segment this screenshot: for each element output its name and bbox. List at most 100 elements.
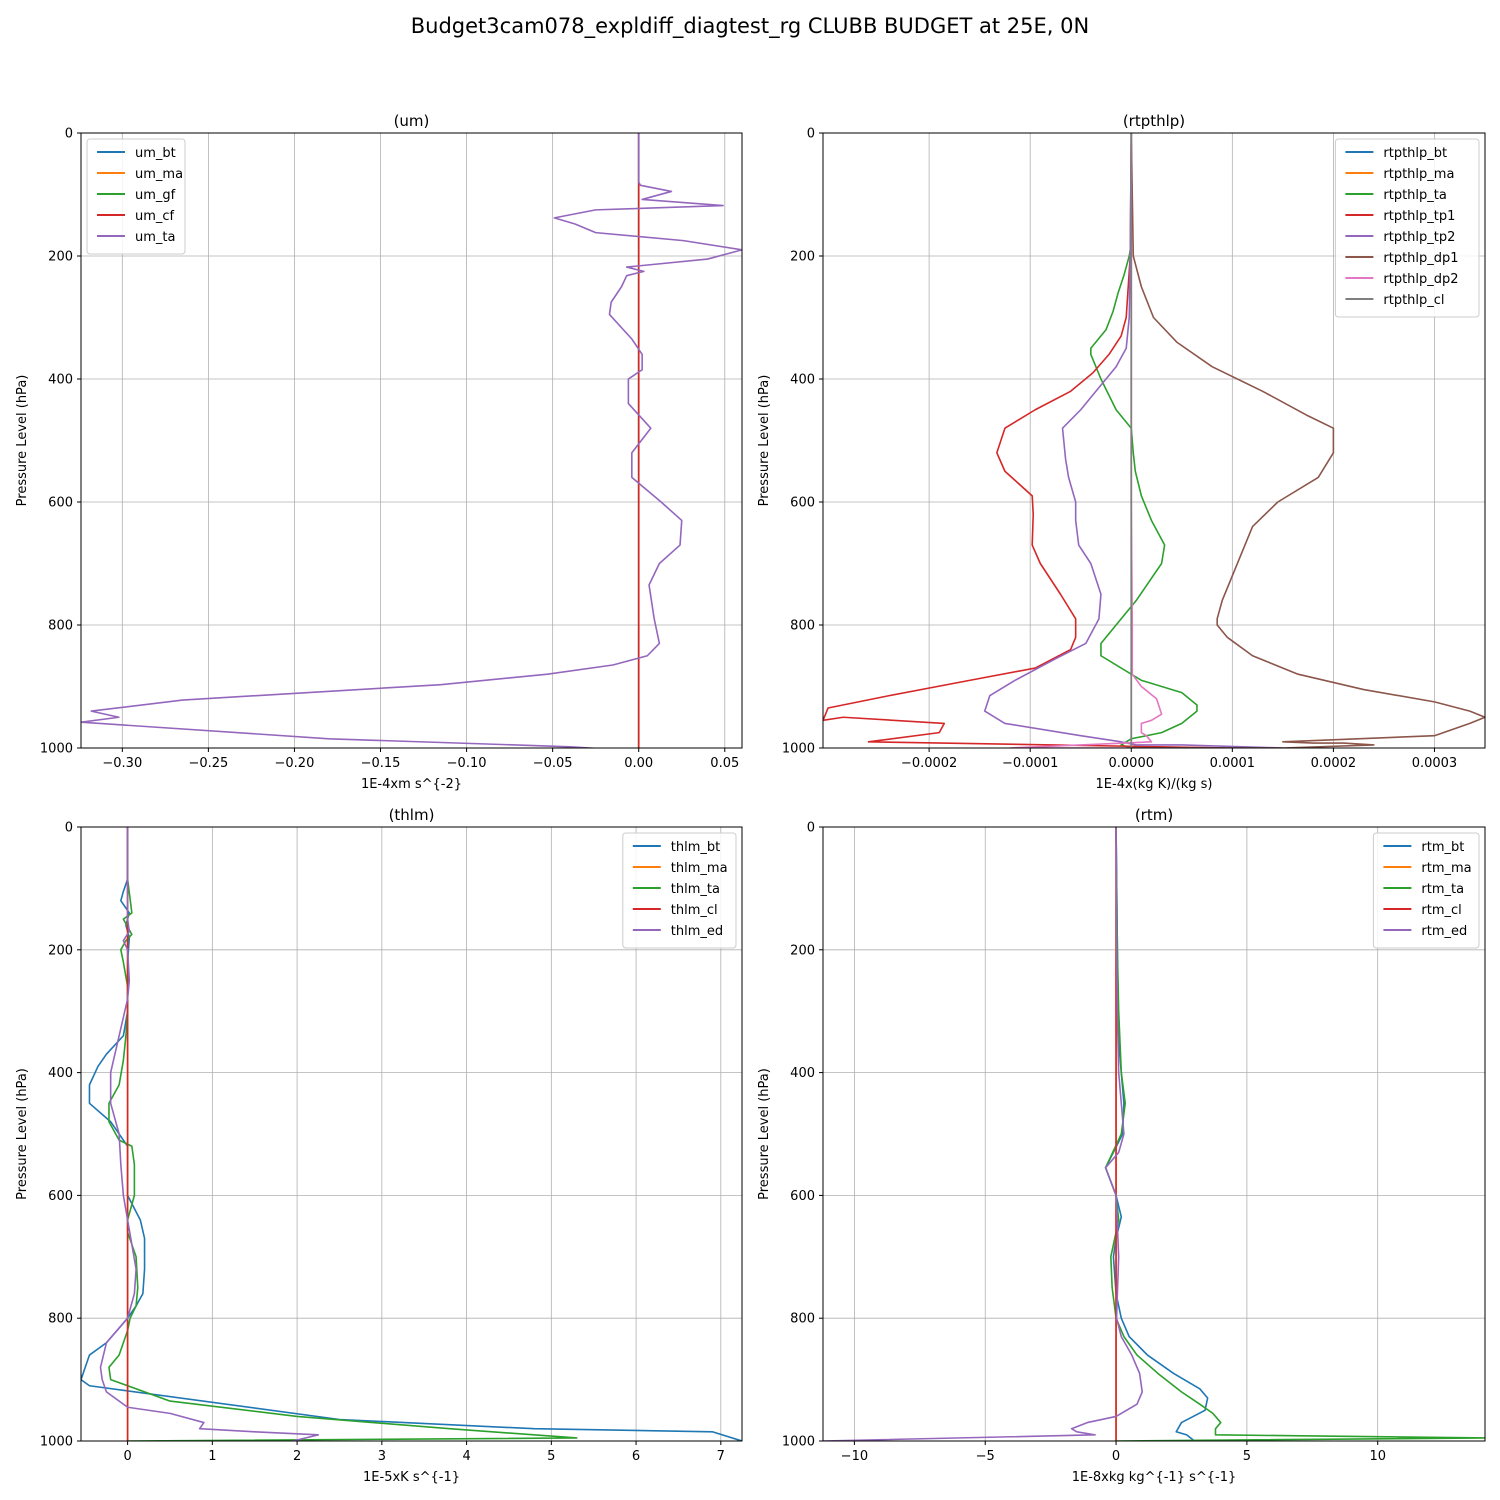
x-tick-label: 6 (632, 1449, 640, 1464)
y-tick-label: 800 (48, 619, 73, 634)
legend: rtpthlp_bt rtpthlp_ma rtpthlp_ta rtpthlp_tp… (1334, 138, 1480, 318)
chart-panel-2: −0.0002 −0.0001 0.0000 0.0001 0.0002 0.0003 0 2… (757, 112, 1486, 792)
y-tick-label: 200 (790, 943, 815, 958)
x-tick-label: 10 (1369, 1449, 1386, 1464)
series-line-thlm_ed (99, 827, 320, 1441)
x-tick-label: −0.0002 (901, 756, 957, 771)
legend-label-rtpthlp_dp1: rtpthlp_dp1 (1383, 251, 1458, 266)
chart-panel-3: 0 1 2 3 4 5 6 7 0 200 400 600 800 1000 (thlm) 1E-5xK s^… (15, 806, 743, 1485)
y-tick-label: 600 (790, 1189, 815, 1204)
y-tick-label: 1000 (782, 742, 815, 757)
legend-label-rtm_ta: rtm_ta (1421, 882, 1464, 897)
y-axis-label: Pressure Level (hPa) (15, 1068, 30, 1200)
legend-label-thlm_bt: thlm_bt (671, 840, 720, 855)
x-axis-label: 1E-4xm s^{-2} (361, 777, 462, 792)
series-line-rtpthlp_dp1 (1130, 133, 1485, 748)
x-tick-label: 0.0001 (1210, 756, 1256, 771)
y-tick-label: 600 (48, 496, 73, 511)
legend-label-rtm_bt: rtm_bt (1421, 840, 1464, 855)
legend: rtm_bt rtm_ma rtm_ta rtm_cl rtm_ed (1372, 832, 1480, 949)
x-tick-label: −10 (841, 1449, 868, 1464)
panel-title: (thlm) (389, 806, 435, 824)
y-tick-label: 0 (65, 127, 73, 142)
legend: thlm_bt thlm_ma thlm_ta thlm_cl thlm_ed (622, 832, 737, 949)
legend-label-rtpthlp_cl: rtpthlp_cl (1383, 293, 1444, 308)
y-tick-label: 800 (790, 619, 815, 634)
axes-frame (822, 826, 1486, 1442)
y-tick-label: 200 (48, 943, 73, 958)
panel-title: (rtm) (1135, 806, 1173, 824)
x-tick-label: 2 (293, 1449, 301, 1464)
y-axis-label: Pressure Level (hPa) (15, 375, 30, 507)
y-tick-label: 400 (790, 373, 815, 388)
x-tick-label: 5 (547, 1449, 555, 1464)
x-axis-label: 1E-5xK s^{-1} (363, 1470, 460, 1485)
y-axis-label: Pressure Level (hPa) (757, 375, 772, 507)
x-axis-label: 1E-4x(kg K)/(kg s) (1096, 777, 1213, 792)
series-line-rtpthlp_dp2 (1009, 133, 1163, 748)
y-axis-label: Pressure Level (hPa) (757, 1068, 772, 1200)
legend-box (622, 832, 737, 949)
legend-label-thlm_ta: thlm_ta (671, 882, 720, 897)
x-tick-label: 0.0000 (1109, 756, 1155, 771)
x-tick-label: 7 (717, 1449, 725, 1464)
x-tick-label: −0.0001 (1002, 756, 1058, 771)
y-tick-label: 200 (48, 250, 73, 265)
x-tick-label: 1 (208, 1449, 216, 1464)
series-line-thlm_ta (108, 827, 578, 1441)
y-tick-label: 1000 (40, 1435, 73, 1450)
x-axis-label: 1E-8xkg kg^{-1} s^{-1} (1072, 1470, 1237, 1485)
x-tick-label: 5 (1243, 1449, 1251, 1464)
panel-title: (rtpthlp) (1123, 112, 1185, 130)
y-tick-label: 400 (790, 1066, 815, 1081)
x-tick-label: 0.0002 (1311, 756, 1357, 771)
y-tick-label: 200 (790, 250, 815, 265)
series-line-rtpthlp_tp1 (823, 133, 1234, 748)
y-tick-label: 1000 (40, 742, 73, 757)
y-tick-label: 1000 (782, 1435, 815, 1450)
x-tick-label: 0 (123, 1449, 131, 1464)
legend-label-um_bt: um_bt (135, 146, 176, 161)
series-line-rtpthlp_tp2 (983, 133, 1284, 748)
y-tick-label: 600 (790, 496, 815, 511)
series-line-rtm_ed (823, 827, 1144, 1441)
axes-frame (80, 132, 743, 749)
panel-title: (um) (394, 112, 430, 130)
legend-label-um_cf: um_cf (135, 209, 175, 224)
y-tick-label: 0 (807, 821, 815, 836)
x-tick-label: −0.15 (361, 756, 401, 771)
y-tick-label: 800 (48, 1312, 73, 1327)
legend-label-rtpthlp_ma: rtpthlp_ma (1383, 167, 1454, 182)
chart-panel-1: −0.30 −0.25 −0.20 −0.15 −0.10 −0.05 0.00 0.05 0 2… (15, 112, 743, 792)
series-line-um_ta (81, 133, 742, 748)
x-tick-label: −0.30 (102, 756, 142, 771)
x-tick-label: −0.25 (188, 756, 228, 771)
x-tick-label: 0.00 (624, 756, 653, 771)
y-tick-label: 600 (48, 1189, 73, 1204)
x-tick-label: 0.05 (710, 756, 739, 771)
x-tick-label: 4 (462, 1449, 470, 1464)
legend-label-rtpthlp_tp2: rtpthlp_tp2 (1383, 230, 1455, 245)
legend-label-um_gf: um_gf (135, 188, 176, 203)
series-line-rtpthlp_ta (1090, 133, 1198, 748)
legend-label-rtpthlp_dp2: rtpthlp_dp2 (1383, 272, 1458, 287)
legend-box (1372, 832, 1480, 949)
x-tick-label: −0.10 (447, 756, 487, 771)
x-tick-label: 3 (378, 1449, 386, 1464)
legend-label-thlm_cl: thlm_cl (671, 903, 718, 918)
x-tick-label: −0.20 (275, 756, 315, 771)
legend-label-rtpthlp_bt: rtpthlp_bt (1383, 146, 1447, 161)
legend-box (1334, 138, 1480, 318)
legend-label-thlm_ed: thlm_ed (671, 924, 723, 939)
legend: um_bt um_ma um_gf um_cf um_ta (86, 138, 186, 255)
legend-label-um_ma: um_ma (135, 167, 183, 182)
legend-label-um_ta: um_ta (135, 230, 175, 245)
y-tick-label: 0 (65, 821, 73, 836)
y-tick-label: 0 (807, 127, 815, 142)
y-tick-label: 400 (48, 373, 73, 388)
y-tick-label: 400 (48, 1066, 73, 1081)
legend-label-rtpthlp_tp1: rtpthlp_tp1 (1383, 209, 1455, 224)
legend-label-rtm_ma: rtm_ma (1421, 861, 1471, 876)
legend-box (86, 138, 186, 255)
